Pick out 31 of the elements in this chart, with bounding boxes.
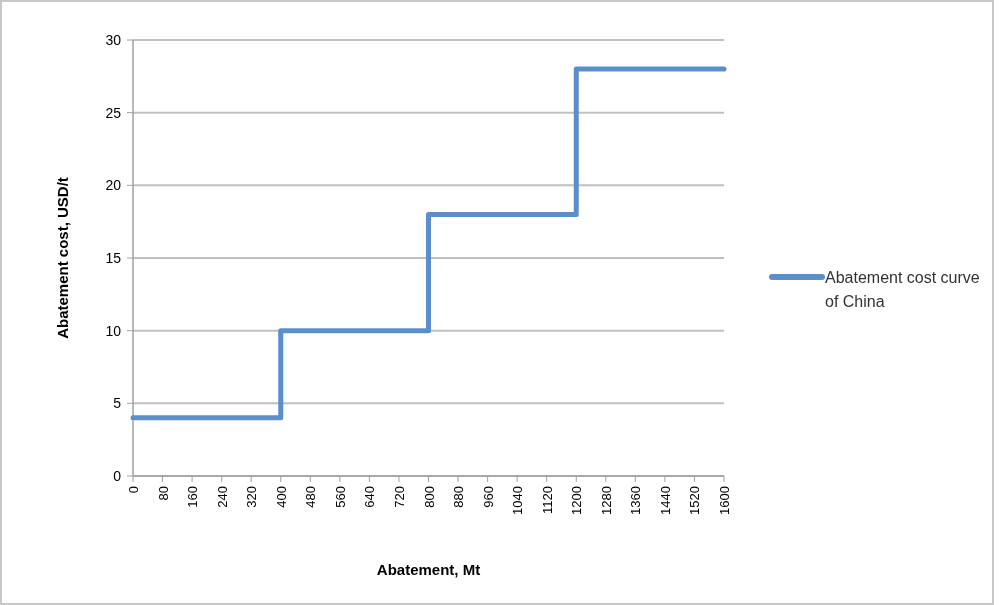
x-tick-label: 880 xyxy=(451,486,467,508)
x-tick-label: 400 xyxy=(273,486,289,508)
y-tick-label: 15 xyxy=(105,250,122,266)
x-tick-label: 1440 xyxy=(657,486,673,515)
x-tick-label: 240 xyxy=(214,486,230,508)
y-tick-label: 20 xyxy=(105,177,122,194)
x-tick-label: 1040 xyxy=(510,486,526,515)
y-tick-label: 25 xyxy=(105,104,122,121)
x-tick-label: 1280 xyxy=(598,486,614,515)
x-tick-label: 720 xyxy=(391,486,407,508)
x-tick-label: 80 xyxy=(155,486,171,501)
x-tick-label: 640 xyxy=(362,486,378,508)
y-axis-title: Abatement cost, USD/t xyxy=(54,177,71,339)
x-tick-label: 1600 xyxy=(717,486,732,515)
y-tick-label: 0 xyxy=(113,468,122,484)
x-tick-label: 480 xyxy=(303,486,319,508)
x-tick-label: 800 xyxy=(421,486,437,508)
x-tick-label: 1120 xyxy=(539,486,555,514)
x-tick-label: 1520 xyxy=(687,486,703,515)
x-axis-title: Abatement, Mt xyxy=(376,561,481,578)
x-tick-label: 960 xyxy=(480,486,496,508)
x-tick-label: 1200 xyxy=(569,486,585,515)
x-tick-label: 0 xyxy=(126,486,141,494)
y-tick-label: 5 xyxy=(113,395,122,412)
x-tick-label: 160 xyxy=(185,486,201,508)
x-tick-label: 560 xyxy=(332,486,348,508)
y-tick-label: 30 xyxy=(105,32,122,48)
y-tick-label: 10 xyxy=(105,322,122,339)
legend-label: Abatement cost curve of China xyxy=(825,269,980,310)
x-tick-label: 320 xyxy=(244,486,260,508)
x-tick-label: 1360 xyxy=(628,486,644,515)
